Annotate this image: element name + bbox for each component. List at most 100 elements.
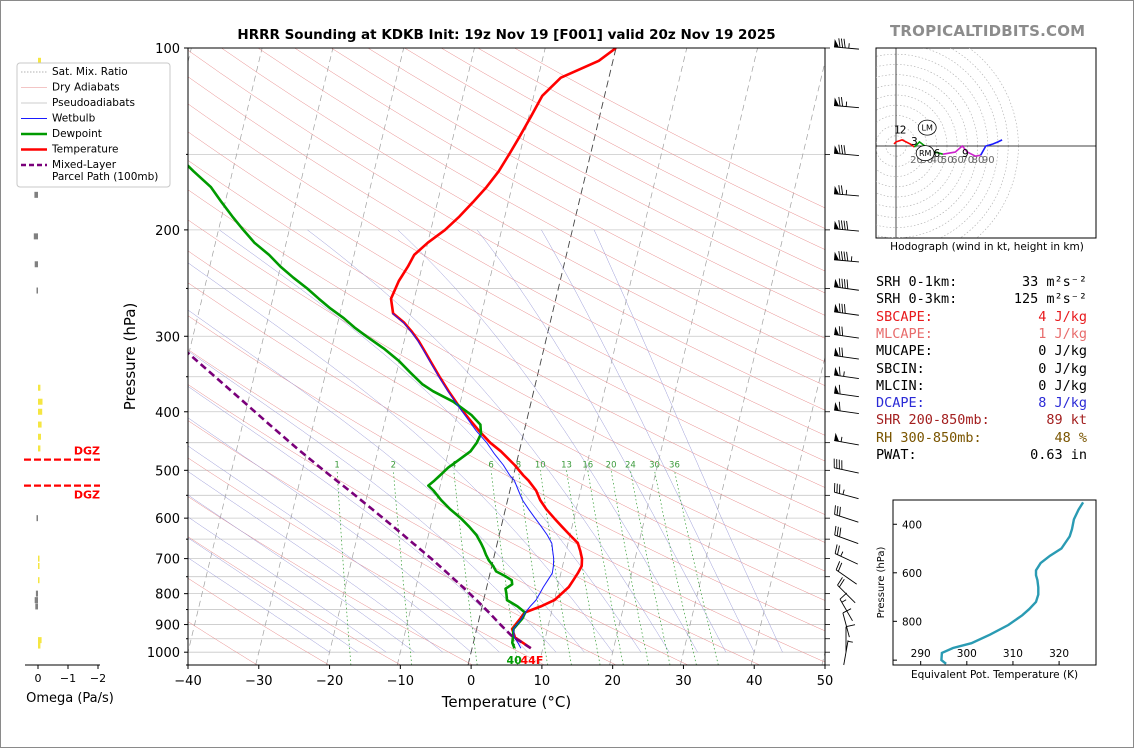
series-mixed-layer-parcel-path-100mb-: [188, 351, 532, 650]
wind-barb: [834, 251, 859, 263]
x-tick-label: 20: [604, 674, 621, 689]
isotherm: [680, 60, 825, 665]
mixing-ratio-label: 16: [582, 460, 593, 470]
theta-x-axis-label: Equivalent Pot. Temperature (K): [911, 669, 1078, 681]
stat-row: SRH 0-3km: 125 m²s⁻²: [876, 291, 1087, 308]
omega-bar: [35, 590, 38, 597]
mixing-ratio-label: 20: [606, 460, 617, 470]
series-wetbulb: [392, 313, 555, 649]
pseudoadiabat: [188, 262, 613, 653]
wind-barb: [834, 96, 859, 109]
mixing-ratio-label: 4: [451, 460, 456, 470]
storm-motion-label: LM: [922, 124, 933, 133]
dry-adiabat: [257, 48, 825, 363]
omega-panel: 0 −1 −2 Omega (Pa/s) DGZ DGZ: [24, 57, 114, 706]
hodograph-ring-label: 20: [910, 155, 923, 166]
legend-label: Dry Adiabats: [52, 82, 120, 94]
stat-value: 0 J/kg: [1038, 360, 1087, 377]
wind-barb: [834, 144, 859, 156]
isotherm: [396, 48, 546, 665]
dry-adiabat: [188, 536, 401, 665]
wind-barb: [834, 185, 859, 197]
isotherm: [750, 355, 825, 665]
omega-bar: [38, 408, 43, 415]
pseudoadiabat: [593, 229, 783, 653]
omega-axis-label: Omega (Pa/s): [26, 691, 114, 706]
legend-label: Mixed-Layer: [52, 159, 117, 171]
series-temperature: [389, 48, 617, 650]
stat-value: 1 J/kg: [1038, 325, 1087, 342]
pseudoadiabat: [188, 445, 472, 653]
pseudoadiabat: [188, 471, 443, 653]
wind-barb: [833, 482, 859, 500]
omega-bar: [36, 287, 38, 294]
theta-e-panel: 290 300 310 320 400 600 800 Equivalent Pot. Tem…: [876, 499, 1097, 681]
stat-value: 89 kt: [1046, 412, 1087, 429]
isotherm: [609, 48, 758, 665]
stat-label: SBCIN:: [876, 360, 925, 377]
stat-row: SBCAPE: 4 J/kg: [876, 309, 1087, 326]
wind-barb: [834, 38, 859, 50]
wind-barb: [834, 220, 859, 232]
x-tick-label: 0: [467, 674, 475, 689]
omega-bar: [38, 577, 40, 584]
x-tick-label: −40: [174, 674, 201, 689]
pseudoadiabat: [188, 417, 500, 653]
x-tick-label: −30: [245, 674, 272, 689]
stat-row: SBCIN: 0 J/kg: [876, 361, 1087, 378]
stat-row: PWAT: 0.63 in: [876, 447, 1087, 464]
theta-x-tick-label: 310: [1003, 648, 1023, 660]
stat-label: DCAPE:: [876, 395, 925, 412]
pseudoadiabat: [476, 229, 727, 653]
mixing-ratio-label: 10: [535, 460, 546, 470]
skewt-legend: Sat. Mix. Ratio Dry Adiabats Pseudoadiabat…: [16, 62, 171, 188]
hodograph-height-label: 2: [900, 125, 907, 137]
x-tick-label: −20: [316, 674, 343, 689]
mixing-ratio-label: 36: [669, 460, 680, 470]
y-tick-label: 300: [155, 330, 180, 345]
y-tick-label: 500: [155, 464, 180, 479]
dry-adiabat: [188, 349, 760, 665]
dry-adiabat: [221, 48, 825, 386]
y-tick-label: 400: [155, 406, 180, 421]
omega-bar: [38, 57, 41, 64]
pseudoadiabat: [397, 229, 698, 653]
hodograph-segment: [942, 144, 981, 158]
wind-barb: [833, 458, 859, 474]
dry-adiabat: [294, 48, 825, 339]
wind-barb: [834, 366, 859, 379]
omega-bar: [38, 433, 41, 440]
dry-adiabat: [188, 250, 825, 601]
stat-row: MLCIN: 0 J/kg: [876, 378, 1087, 395]
dry-adiabat: [188, 131, 825, 488]
wind-barbs: [833, 38, 859, 666]
storm-motion-marker: [915, 145, 935, 162]
wind-barb: [835, 561, 857, 585]
wind-barb: [834, 303, 859, 316]
stat-label: PWAT:: [876, 447, 917, 463]
wind-barb: [842, 608, 852, 638]
pseudoadiabat: [188, 350, 557, 653]
stat-label: MUCAPE:: [876, 343, 933, 360]
wind-barb: [834, 326, 859, 339]
wind-barb: [845, 624, 856, 652]
x-tick-label: 40: [746, 674, 763, 689]
stat-label: SRH 0-3km:: [876, 291, 958, 308]
y-tick-label: 700: [155, 553, 180, 568]
hodograph-height-label: 3: [911, 136, 918, 148]
stat-value: 0 J/kg: [1038, 377, 1087, 394]
pseudoadiabat: [188, 494, 415, 653]
mixing-ratio-line: [587, 470, 624, 665]
theta-y-axis-label: Pressure (hPa): [876, 547, 887, 619]
hodograph-ring-label: 60: [951, 155, 964, 166]
isotherm: [188, 48, 334, 654]
y-tick-label: 800: [155, 588, 180, 603]
dry-adiabat: [188, 621, 258, 665]
legend-label: Sat. Mix. Ratio: [52, 66, 128, 78]
y-tick-label: 1000: [147, 646, 180, 661]
hodograph-panel: 203040506070809012369LMRM: [875, 47, 1097, 239]
omega-tick-label: −2: [90, 672, 106, 685]
mixing-ratio-line: [453, 470, 478, 665]
surface-label: 44F: [521, 654, 544, 667]
